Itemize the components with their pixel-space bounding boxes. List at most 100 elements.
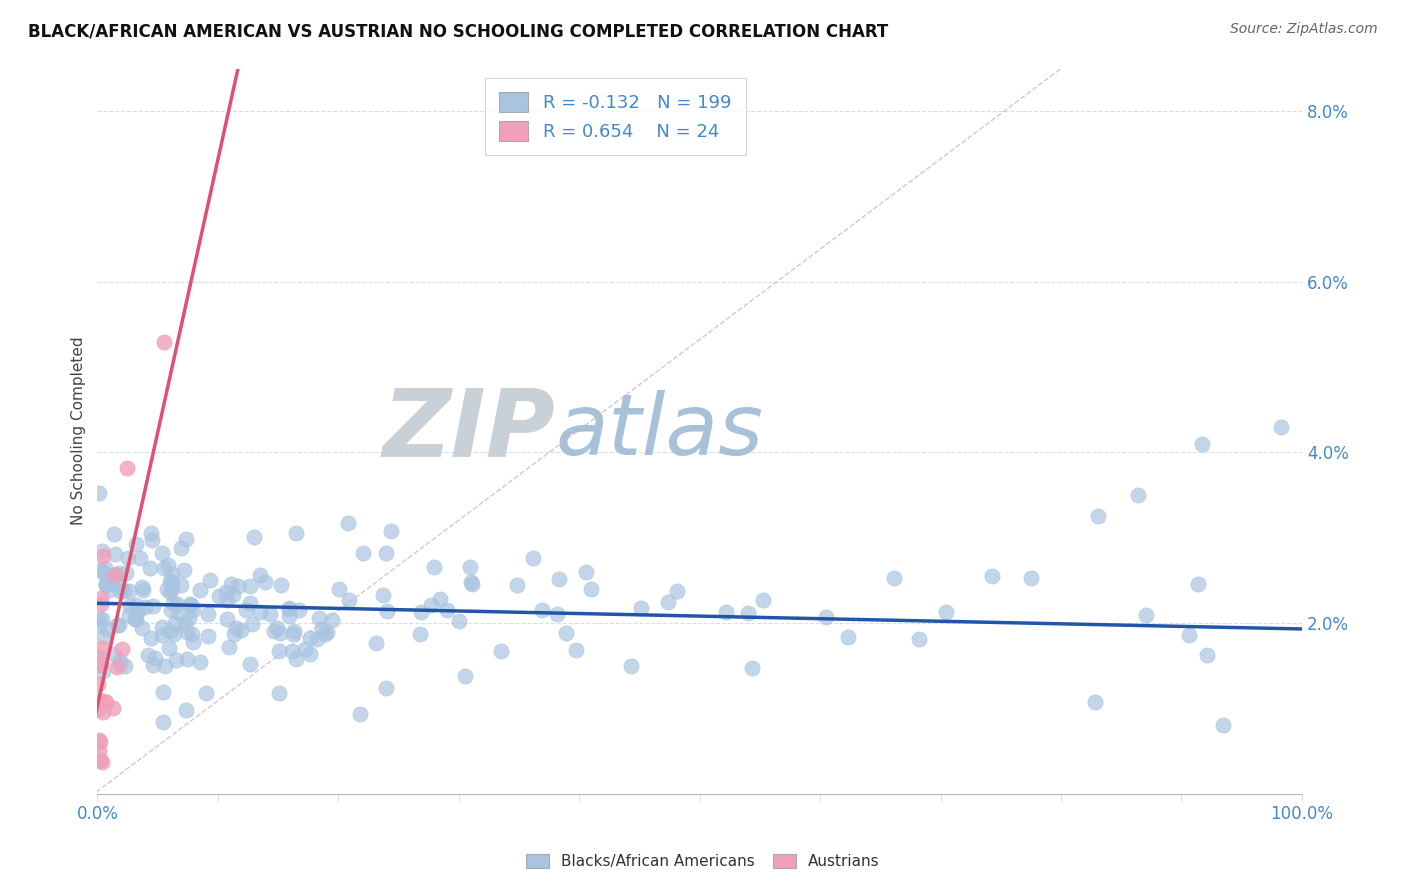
Point [103,570,125,584]
Point [162,597,184,611]
Point [263,624,285,638]
Point [1128,488,1150,502]
Point [87,677,110,691]
Point [548,572,571,586]
Point [657,595,679,609]
Point [165,616,187,631]
Point [101,700,124,714]
Point [278,609,301,624]
Point [181,603,204,617]
Point [156,582,179,596]
Point [752,593,775,607]
Point [98,583,121,598]
Point [837,630,859,644]
Point [89,692,111,706]
Point [131,580,153,594]
Point [259,607,281,621]
Point [243,530,266,544]
Point [90,591,112,605]
Point [117,551,139,566]
Point [96,577,118,591]
Point [339,593,361,607]
Point [321,613,343,627]
Point [141,533,163,547]
Point [215,585,238,599]
Point [108,584,131,599]
Point [1084,695,1107,709]
Point [224,627,246,641]
Point [555,625,578,640]
Point [176,652,198,666]
Point [314,626,336,640]
Point [280,644,302,658]
Point [108,657,131,671]
Point [162,566,184,581]
Point [96,695,118,709]
Point [105,617,128,632]
Point [311,623,333,637]
Point [298,631,321,645]
Point [166,598,188,612]
Point [117,460,139,475]
Point [423,559,446,574]
Point [134,599,156,614]
Point [173,563,195,577]
Point [522,550,544,565]
Point [409,627,432,641]
Point [1191,437,1213,451]
Point [103,567,125,582]
Point [240,616,263,631]
Point [139,632,162,646]
Point [215,612,238,626]
Point [364,636,387,650]
Point [1019,571,1042,585]
Point [129,551,152,566]
Point [420,598,443,612]
Point [125,537,148,551]
Point [87,733,110,747]
Point [127,604,149,618]
Point [565,643,588,657]
Point [90,544,112,558]
Point [935,605,957,619]
Point [239,657,262,671]
Point [160,574,183,589]
Point [93,566,115,580]
Point [159,585,181,599]
Point [91,705,114,719]
Point [228,579,250,593]
Point [1135,607,1157,622]
Point [173,616,195,631]
Point [89,735,111,749]
Point [198,573,221,587]
Point [238,579,260,593]
Point [288,603,311,617]
Point [461,576,484,591]
Point [125,611,148,625]
Point [285,651,308,665]
Point [118,584,141,599]
Point [429,591,451,606]
Point [108,617,131,632]
Point [436,602,458,616]
Point [87,612,110,626]
Point [278,601,301,615]
Point [218,640,240,654]
Point [103,527,125,541]
Point [118,607,141,622]
Point [267,686,290,700]
Point [531,602,554,616]
Point [183,635,205,649]
Point [90,597,112,611]
Point [219,577,242,591]
Point [981,569,1004,583]
Point [91,549,114,563]
Point [294,641,316,656]
Point [285,525,308,540]
Point [114,659,136,673]
Point [108,566,131,581]
Point [305,632,328,646]
Point [96,622,118,636]
Point [142,658,165,673]
Point [409,606,432,620]
